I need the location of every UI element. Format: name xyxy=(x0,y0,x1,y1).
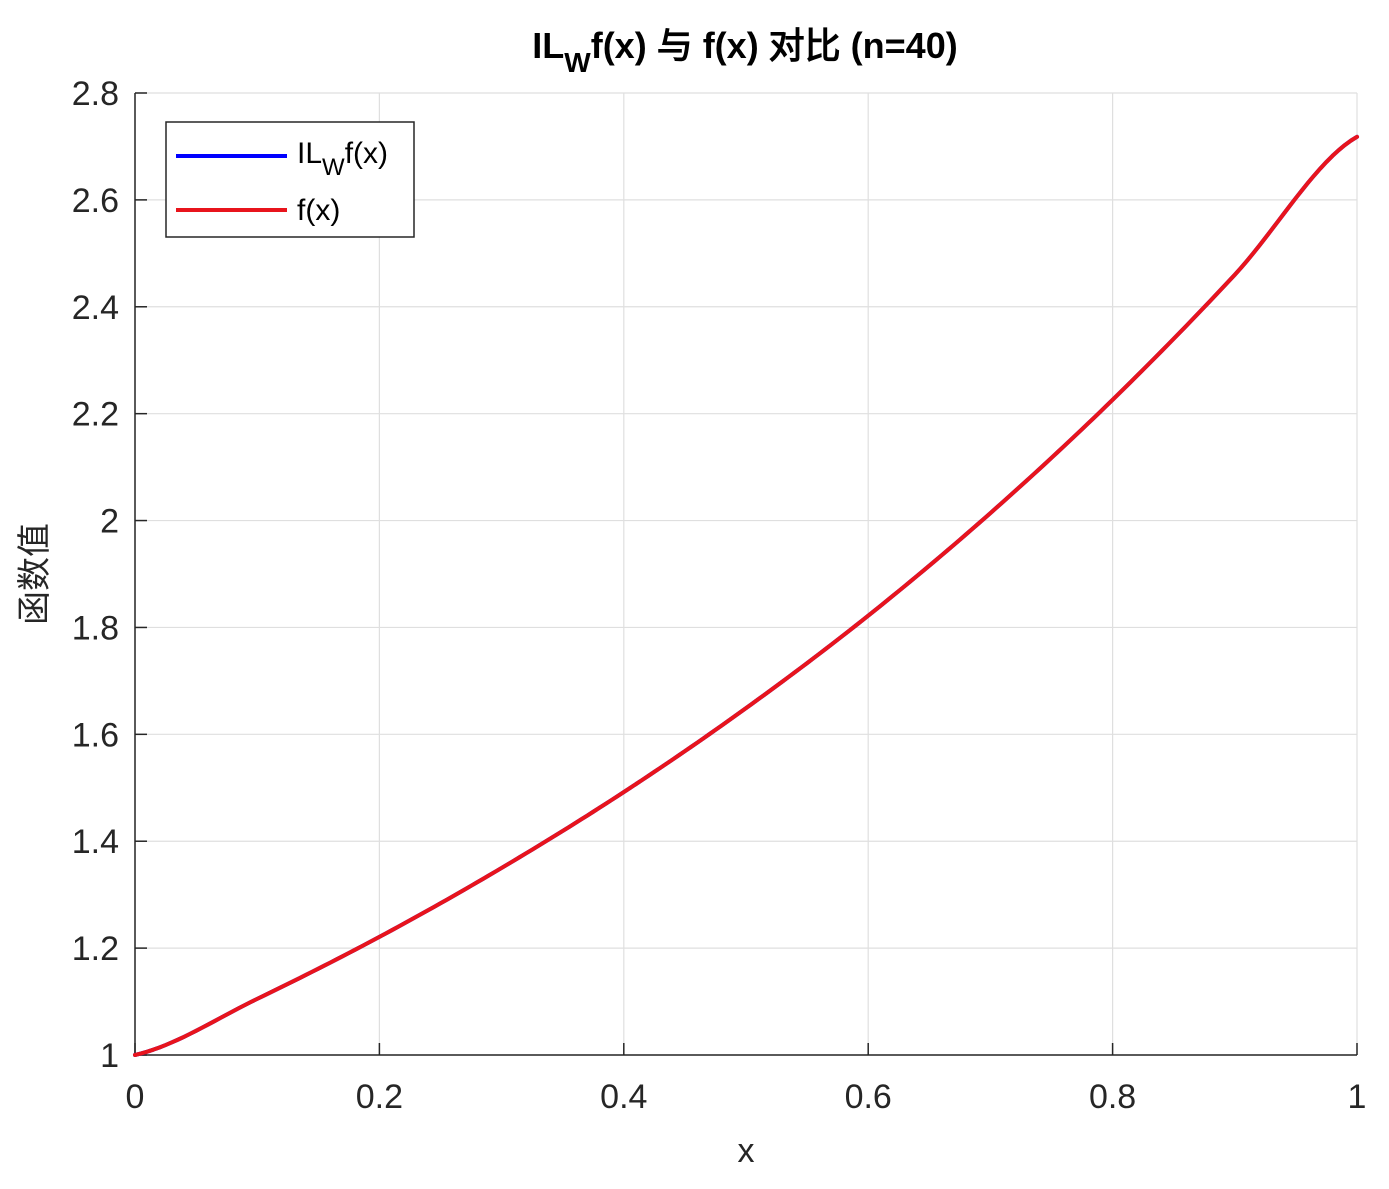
x-tick-label-5: 1 xyxy=(1348,1078,1367,1116)
y-tick-label-9: 2.8 xyxy=(72,75,119,113)
legend-label-series-2: f(x) xyxy=(297,194,340,227)
legend-label-series-1-prefix: IL xyxy=(297,137,322,170)
x-tick-label-4: 0.8 xyxy=(1089,1078,1136,1116)
chart-title: ILWf(x) 与 f(x) 对比 (n=40) xyxy=(532,25,957,78)
ticks: 0 0.2 0.4 0.6 0.8 1 1 1.2 1.4 1.6 1.8 2 2.2 2.4 2.6 2.8 xyxy=(72,75,1367,1116)
y-tick-label-2: 1.4 xyxy=(72,823,119,861)
x-tick-label-1: 0.2 xyxy=(356,1078,403,1116)
x-tick-label-3: 0.6 xyxy=(845,1078,892,1116)
y-tick-label-7: 2.4 xyxy=(72,289,119,327)
y-tick-label-4: 1.8 xyxy=(72,609,119,647)
legend-label-series-1-suffix: f(x) xyxy=(345,137,388,170)
chart-title-subscript: W xyxy=(564,47,591,78)
legend: ILWf(x) f(x) xyxy=(165,121,415,238)
x-tick-label-2: 0.4 xyxy=(600,1078,647,1116)
y-tick-label-8: 2.6 xyxy=(72,182,119,220)
y-tick-label-6: 2.2 xyxy=(72,396,119,434)
x-axis-label: x xyxy=(738,1132,755,1170)
series-line-2 xyxy=(133,134,1359,1057)
chart-title-prefix: IL xyxy=(532,25,564,66)
x-tick-label-0: 0 xyxy=(126,1078,145,1116)
legend-label-series-1-subscript: W xyxy=(322,154,345,181)
series-group xyxy=(133,134,1359,1057)
plot-area xyxy=(135,93,1357,1055)
y-tick-label-1: 1.2 xyxy=(72,930,119,968)
legend-label-series-2-prefix: f(x) xyxy=(297,194,340,227)
y-tick-label-0: 1 xyxy=(100,1037,119,1075)
axes xyxy=(134,93,1357,1056)
y-axis-label: 函数值 xyxy=(16,523,54,625)
legend-label-series-1: ILWf(x) xyxy=(297,137,388,181)
legend-box xyxy=(165,121,415,238)
chart-title-suffix: f(x) 与 f(x) 对比 (n=40) xyxy=(591,25,958,66)
y-tick-label-5: 2 xyxy=(100,503,119,541)
y-tick-label-3: 1.6 xyxy=(72,716,119,754)
